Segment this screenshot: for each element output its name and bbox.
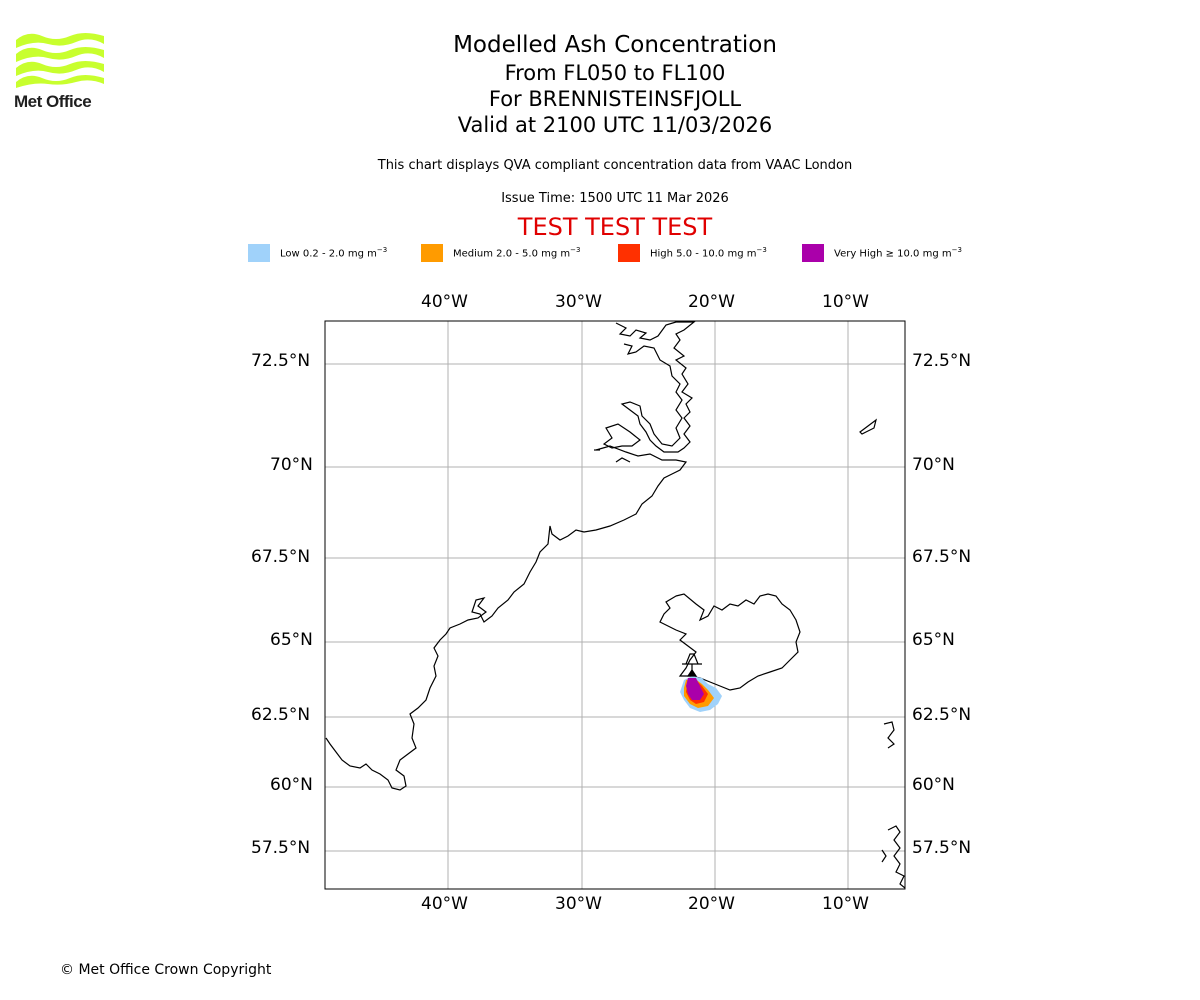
jan-mayen-coast bbox=[859, 418, 877, 435]
volcano-name: For BRENNISTEINSFJOLL bbox=[488, 87, 742, 111]
chart-title: Modelled Ash Concentration bbox=[453, 32, 777, 58]
copyright: © Met Office Crown Copyright bbox=[60, 962, 272, 978]
lat-label-right: 67.5°N bbox=[912, 547, 972, 567]
lat-label-left: 67.5°N bbox=[251, 547, 311, 567]
map-plot-area bbox=[325, 321, 905, 889]
lon-label-top: 20°W bbox=[688, 292, 735, 312]
legend-swatch-low bbox=[248, 244, 270, 262]
legend-item-medium: Medium 2.0 - 5.0 mg m−3 bbox=[421, 244, 580, 262]
lat-label-right: 62.5°N bbox=[912, 705, 972, 725]
iceland-coast bbox=[659, 593, 801, 691]
lon-label-bottom: 40°W bbox=[421, 894, 468, 914]
lat-label-left: 57.5°N bbox=[251, 838, 311, 858]
lat-label-right: 72.5°N bbox=[912, 351, 972, 371]
lat-label-right: 60°N bbox=[912, 775, 955, 795]
compliance-note: This chart displays QVA compliant concen… bbox=[377, 158, 853, 173]
greenland-coast bbox=[615, 321, 696, 453]
ash-plume bbox=[680, 676, 722, 712]
lat-label-left: 65°N bbox=[270, 630, 313, 650]
legend-swatch-very-high bbox=[802, 244, 824, 262]
legend-swatch-medium bbox=[421, 244, 443, 262]
valid-time: Valid at 2100 UTC 11/03/2026 bbox=[457, 113, 773, 137]
lat-label-right: 70°N bbox=[912, 455, 955, 475]
lon-label-top: 30°W bbox=[555, 292, 602, 312]
issue-time: Issue Time: 1500 UTC 11 Mar 2026 bbox=[501, 191, 729, 206]
ash-very-high-contour bbox=[686, 678, 704, 700]
lat-label-left: 70°N bbox=[270, 455, 313, 475]
legend-swatch-high bbox=[618, 244, 640, 262]
lon-label-top: 40°W bbox=[421, 292, 468, 312]
test-banner: TEST TEST TEST bbox=[517, 213, 713, 241]
legend-item-very-high: Very High ≥ 10.0 mg m−3 bbox=[802, 244, 962, 262]
legend-item-high: High 5.0 - 10.0 mg m−3 bbox=[618, 244, 767, 262]
lon-label-bottom: 30°W bbox=[555, 894, 602, 914]
lat-label-right: 57.5°N bbox=[912, 838, 972, 858]
map-frame bbox=[324, 320, 906, 890]
lat-label-right: 65°N bbox=[912, 630, 955, 650]
legend-item-low: Low 0.2 - 2.0 mg m−3 bbox=[248, 244, 387, 262]
lat-label-left: 60°N bbox=[270, 775, 313, 795]
flight-levels: From FL050 to FL100 bbox=[504, 61, 726, 85]
coastlines bbox=[325, 321, 905, 889]
lat-label-left: 72.5°N bbox=[251, 351, 311, 371]
lat-label-left: 62.5°N bbox=[251, 705, 311, 725]
lon-label-top: 10°W bbox=[822, 292, 869, 312]
title-block: Modelled Ash Concentration From FL050 to… bbox=[315, 30, 915, 138]
lon-label-bottom: 10°W bbox=[822, 894, 869, 914]
lon-label-bottom: 20°W bbox=[688, 894, 735, 914]
met-office-logo-icon bbox=[16, 33, 104, 88]
volcano-marker bbox=[682, 653, 702, 677]
graticule bbox=[325, 321, 905, 889]
logo-text: Met Office bbox=[14, 92, 92, 111]
